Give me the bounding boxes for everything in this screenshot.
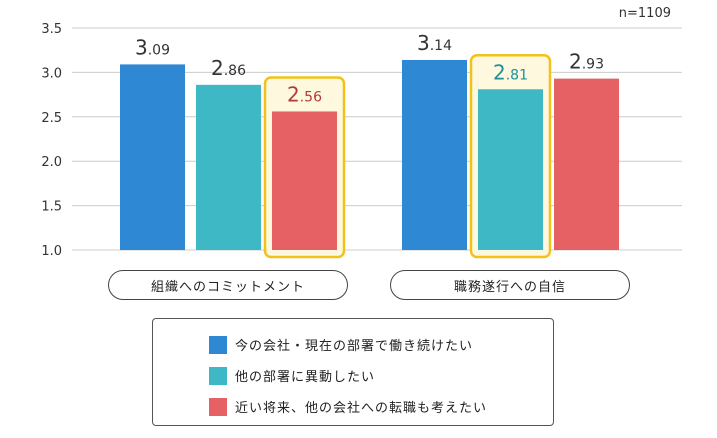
sample-size-label: n=1109 <box>618 6 671 21</box>
value-label-change-job-commitment: 2.56 <box>287 82 322 106</box>
bar-change-job-commitment <box>272 111 337 250</box>
legend-swatch-change-job <box>209 397 227 416</box>
category-label-commitment: 組織へのコミットメント <box>108 270 348 300</box>
legend-label-change-job: 近い将来、他の会社への転職も考えたい <box>235 401 488 416</box>
y-tick-label: 2.0 <box>41 155 62 170</box>
value-label-stay-commitment: 3.09 <box>135 35 170 59</box>
y-tick-label: 2.5 <box>41 111 62 126</box>
legend-item-change-job: 近い将来、他の会社への転職も考えたい <box>209 391 553 422</box>
value-label-stay-confidence: 3.14 <box>417 31 452 55</box>
y-tick-label: 1.5 <box>41 200 62 215</box>
legend-swatch-transfer <box>209 366 227 385</box>
value-label-transfer-commitment: 2.86 <box>211 56 246 80</box>
y-tick-label: 3.0 <box>41 66 62 81</box>
value-label-change-job-confidence: 2.93 <box>569 50 604 74</box>
bar-transfer-confidence <box>478 89 543 250</box>
value-label-transfer-confidence: 2.81 <box>493 60 528 84</box>
legend-label-stay: 今の会社・現在の部署で働き続けたい <box>235 339 474 354</box>
y-tick-label: 1.0 <box>41 244 62 259</box>
legend-swatch-stay <box>209 335 227 354</box>
bar-chart: 1.0 1.5 2.0 2.5 3.0 3.5 3.09 2.86 2.56 3.14 2.81 2.… <box>41 22 682 259</box>
category-label-confidence: 職務遂行への自信 <box>390 270 630 300</box>
legend-label-transfer: 他の部署に異動したい <box>235 370 376 385</box>
bar-stay-commitment <box>120 64 185 251</box>
legend: 今の会社・現在の部署で働き続けたい 他の部署に異動したい 近い将来、他の会社への… <box>152 318 554 426</box>
bar-stay-confidence <box>402 59 467 250</box>
bar-transfer-commitment <box>196 84 261 250</box>
legend-item-transfer: 他の部署に異動したい <box>209 360 553 391</box>
bar-change-job-confidence <box>554 78 619 250</box>
y-tick-label: 3.5 <box>41 22 62 37</box>
legend-item-stay: 今の会社・現在の部署で働き続けたい <box>209 329 553 360</box>
